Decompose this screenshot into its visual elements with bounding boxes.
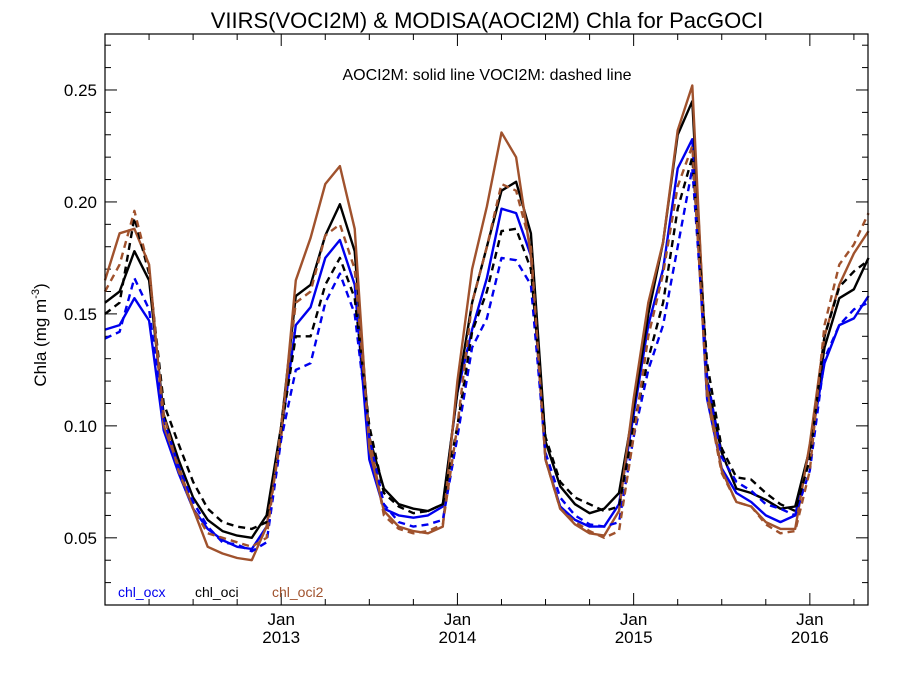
series-line-chl_oci-dashed [104,155,870,531]
plot-frame [104,33,869,606]
y-axis-label: Chla (mg m-3) [30,283,50,386]
legend-label-chl_oci2: chl_oci2 [272,584,324,600]
legend-label-chl_oci: chl_oci [195,584,239,600]
x-tick-label-year: 2013 [262,628,300,647]
series-line-chl_ocx-dashed [104,167,870,553]
chart-subtitle: AOCI2M: solid line VOCI2M: dashed line [342,67,631,84]
y-tick-label: 0.15 [64,305,97,324]
data-series [103,84,870,562]
y-tick-label: 0.05 [64,529,97,548]
x-tick-label-year: 2015 [615,628,653,647]
legend: chl_ocx chl_oci chl_oci2 [118,584,324,600]
x-tick-label-year: 2016 [791,628,829,647]
y-tick-label: 0.20 [64,193,97,212]
y-tick-label: 0.10 [64,417,97,436]
chart-title: VIIRS(VOCI2M) & MODISA(AOCI2M) Chla for … [211,8,764,33]
y-tick-label: 0.25 [64,81,97,100]
y-axis-label-text: Chla (mg m [31,299,50,387]
x-tick-label-month: Jan [796,610,823,629]
x-tick-label-year: 2014 [439,628,477,647]
x-tick-label-month: Jan [444,610,471,629]
axis-tick-labels: 0.050.100.150.200.25Jan2013Jan2014Jan201… [64,81,829,647]
y-axis-label-superscript: -3 [30,289,42,299]
series-line-chl_ocx-solid [104,137,870,551]
series-line-chl_oci2-solid [103,84,870,562]
series-line-chl_oci2-dashed [103,144,870,548]
x-tick-label-month: Jan [268,610,295,629]
legend-label-chl_ocx: chl_ocx [118,584,165,600]
y-axis-label-close: ) [31,283,50,289]
x-tick-label-month: Jan [620,610,647,629]
